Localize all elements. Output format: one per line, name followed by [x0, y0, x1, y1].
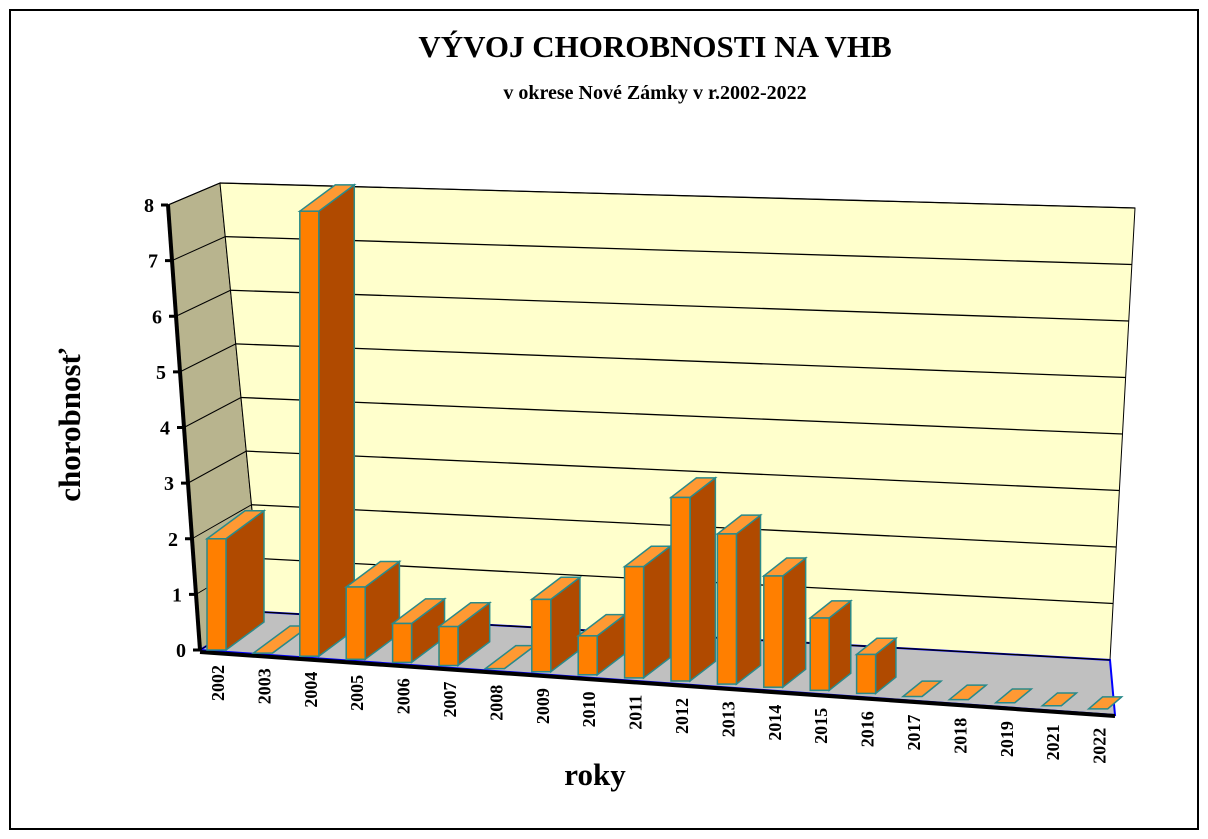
bar-front: [763, 575, 784, 688]
bar: [436, 601, 492, 668]
x-tick-label: 2006: [394, 678, 414, 714]
grid-line: [171, 236, 226, 262]
grid-line: [175, 289, 231, 317]
bar-front: [855, 653, 877, 695]
x-tick-label: 2007: [440, 682, 460, 718]
bar: [947, 684, 989, 701]
bar-top: [1086, 696, 1124, 710]
bar-front: [206, 538, 227, 651]
bar-front: [391, 622, 413, 664]
bar-side: [735, 513, 762, 686]
bar: [529, 575, 583, 674]
x-tick-label: 2022: [1090, 728, 1110, 764]
bar: [715, 513, 763, 686]
x-tick-label: 2009: [533, 688, 553, 724]
bar-top: [900, 680, 944, 698]
bar-front: [345, 586, 366, 661]
grid-line: [191, 504, 252, 540]
x-tick-label: 2012: [672, 698, 692, 734]
bar-side: [782, 556, 807, 689]
y-tick-label: 8: [144, 195, 154, 217]
x-tick-label: 2010: [579, 691, 599, 727]
bar-side: [689, 476, 717, 683]
y-tick-label: 6: [152, 306, 162, 328]
grid-line: [179, 343, 236, 373]
x-tick-label: 2018: [950, 718, 970, 754]
bar: [854, 636, 899, 695]
x-tick-label: 2014: [765, 705, 785, 741]
grid-line: [167, 182, 221, 206]
x-tick-label: 2004: [301, 672, 321, 708]
grid-line: [225, 235, 1132, 266]
bar-side: [642, 544, 671, 680]
bar: [993, 688, 1034, 704]
x-tick-label: 2013: [718, 701, 738, 737]
bar: [668, 476, 718, 683]
y-tick-label: 3: [164, 473, 174, 495]
bar: [204, 509, 267, 652]
bar-front: [623, 565, 645, 679]
x-tick-label: 2011: [626, 695, 646, 730]
bar-top: [993, 688, 1034, 704]
y-axis: [166, 204, 202, 651]
grid-line: [246, 450, 1120, 492]
x-axis: [199, 650, 1116, 718]
chart-subtitle: v okrese Nové Zámky v r.2002-2022: [503, 82, 806, 104]
grid-line: [183, 397, 242, 428]
bar-front: [670, 496, 691, 682]
grid-line: [187, 450, 247, 484]
y-tick-label: 5: [156, 362, 166, 384]
x-tick-label: 2008: [486, 685, 506, 721]
x-tick-label: 2017: [904, 715, 924, 751]
bar-front: [438, 625, 459, 667]
grid-line: [230, 289, 1129, 322]
bar: [900, 680, 944, 698]
bar: [808, 599, 853, 692]
grid-line: [240, 396, 1123, 435]
y-tick-label: 7: [148, 251, 158, 273]
y-tick-label: 0: [176, 640, 186, 662]
y-axis-title: chorobnosť: [52, 348, 87, 501]
bar: [622, 544, 673, 680]
bar-front: [809, 617, 830, 692]
x-tick-label: 2002: [208, 665, 228, 701]
bar-front: [577, 635, 598, 676]
bar: [390, 597, 447, 664]
chart-title: VÝVOJ CHOROBNOSTI NA VHB: [418, 29, 891, 64]
bar-top: [1040, 692, 1079, 707]
bar-front: [531, 598, 552, 673]
bar: [297, 183, 357, 658]
bar: [343, 560, 402, 661]
x-tick-label: 2015: [811, 708, 831, 744]
x-tick-label: 2016: [858, 711, 878, 747]
grid-line: [235, 343, 1126, 379]
x-tick-label: 2003: [254, 668, 274, 704]
x-axis-title: roky: [564, 757, 626, 792]
y-tick-label: 2: [168, 529, 178, 551]
bar: [1086, 696, 1124, 710]
grid-line: [219, 182, 1136, 209]
x-tick-label: 2019: [997, 721, 1017, 757]
x-tick-label: 2005: [347, 675, 367, 711]
y-tick-label: 4: [160, 418, 170, 440]
bar-front: [716, 533, 738, 685]
bar-top: [947, 684, 989, 701]
bar: [761, 556, 808, 689]
bar: [1040, 692, 1079, 707]
x-tick-label: 2021: [1043, 724, 1063, 760]
y-tick-label: 1: [172, 584, 182, 606]
bar-front: [299, 210, 320, 657]
